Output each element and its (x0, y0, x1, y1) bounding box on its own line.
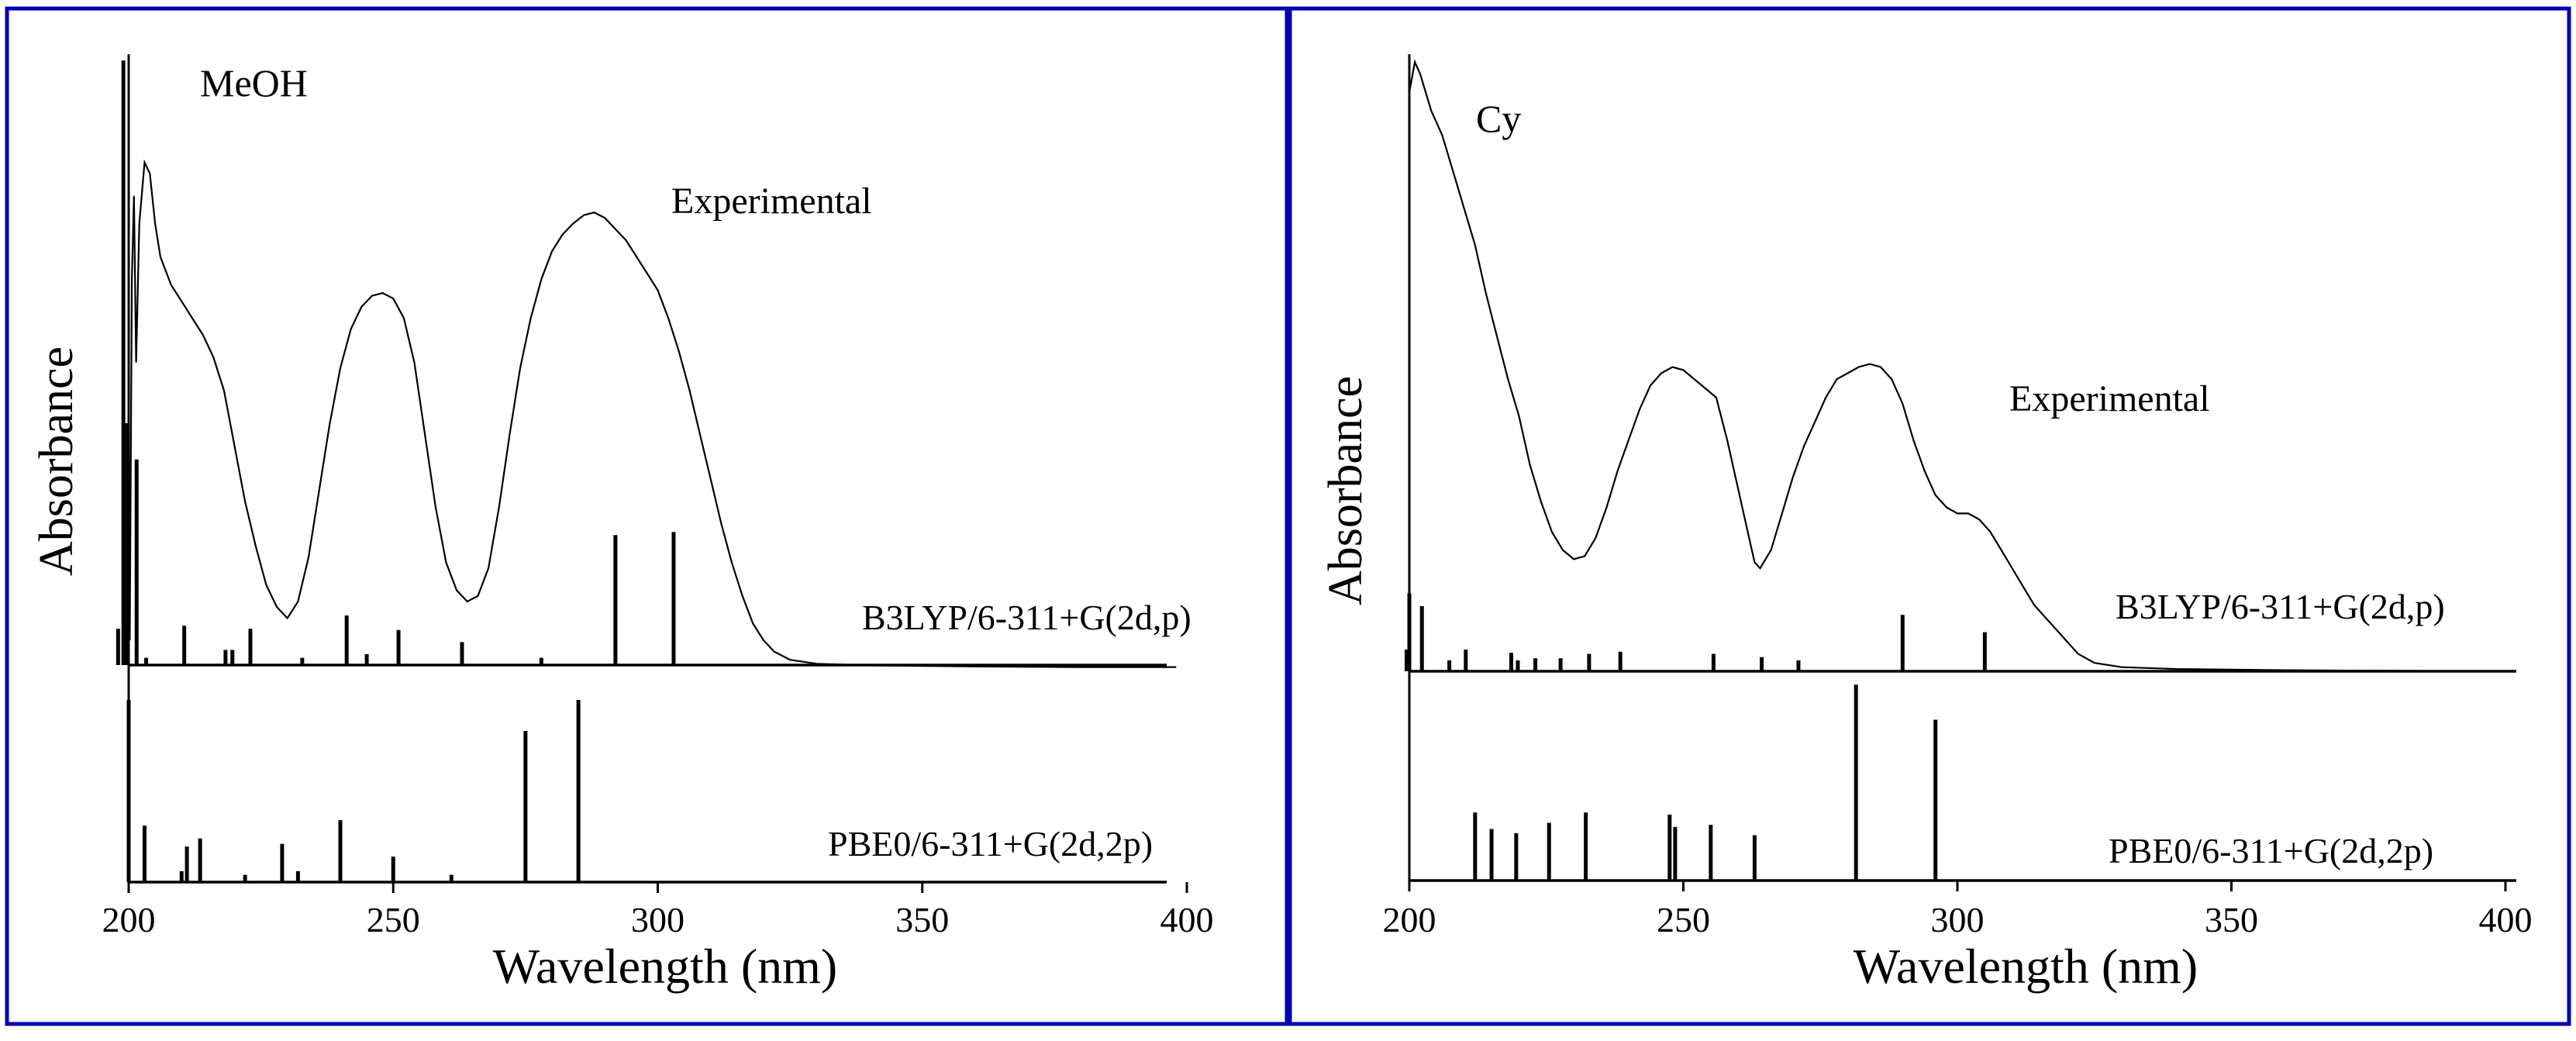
left-axes (127, 54, 1167, 884)
right-pbe0-label: PBE0/6-311+G(2d,2p) (2109, 831, 2433, 870)
left-ticks: 200 250 300 350 400 (102, 882, 1214, 939)
left-panel-frame (5, 6, 1289, 1026)
right-solvent-label: Cy (1476, 97, 1521, 140)
right-stick-spectra (1404, 593, 1987, 881)
x-tick-label: 250 (367, 900, 420, 939)
left-pbe0-label: PBE0/6-311+G(2d,2p) (828, 824, 1153, 863)
right-axes (1408, 54, 2516, 882)
right-panel: Cy Experimental B3LYP/6-311+G(2d,p) PBE0… (1319, 54, 2533, 994)
right-x-axis-label: Wavelength (nm) (1854, 939, 2198, 994)
left-b3lyp-label: B3LYP/6-311+G(2d,p) (862, 598, 1191, 637)
right-panel-frame (1288, 6, 2571, 1026)
left-solvent-label: MeOH (200, 61, 308, 105)
left-experimental-label: Experimental (671, 181, 872, 222)
left-stick-spectra (116, 60, 676, 882)
x-tick-label: 300 (631, 900, 685, 939)
x-tick-label: 250 (1657, 900, 1710, 939)
left-x-axis-label: Wavelength (nm) (493, 939, 837, 994)
x-tick-label: 350 (2205, 900, 2258, 939)
left-panel: MeOH Experimental B3LYP/6-311+G(2d,p) PB… (30, 54, 1214, 994)
x-tick-label: 200 (1383, 900, 1436, 939)
x-tick-label: 400 (1160, 900, 1214, 939)
x-tick-label: 300 (1931, 900, 1985, 939)
left-experimental-curve (129, 159, 1177, 668)
x-tick-label: 400 (2479, 900, 2533, 939)
right-experimental-label: Experimental (2009, 378, 2210, 419)
right-ticks: 200 250 300 350 400 (1383, 881, 2533, 939)
right-y-axis-label: Absorbance (1319, 376, 1372, 605)
right-experimental-curve (1408, 59, 2506, 673)
left-y-axis-label: Absorbance (30, 346, 83, 576)
right-b3lyp-label: B3LYP/6-311+G(2d,p) (2116, 587, 2445, 626)
x-tick-label: 200 (102, 900, 156, 939)
x-tick-label: 350 (895, 900, 949, 939)
